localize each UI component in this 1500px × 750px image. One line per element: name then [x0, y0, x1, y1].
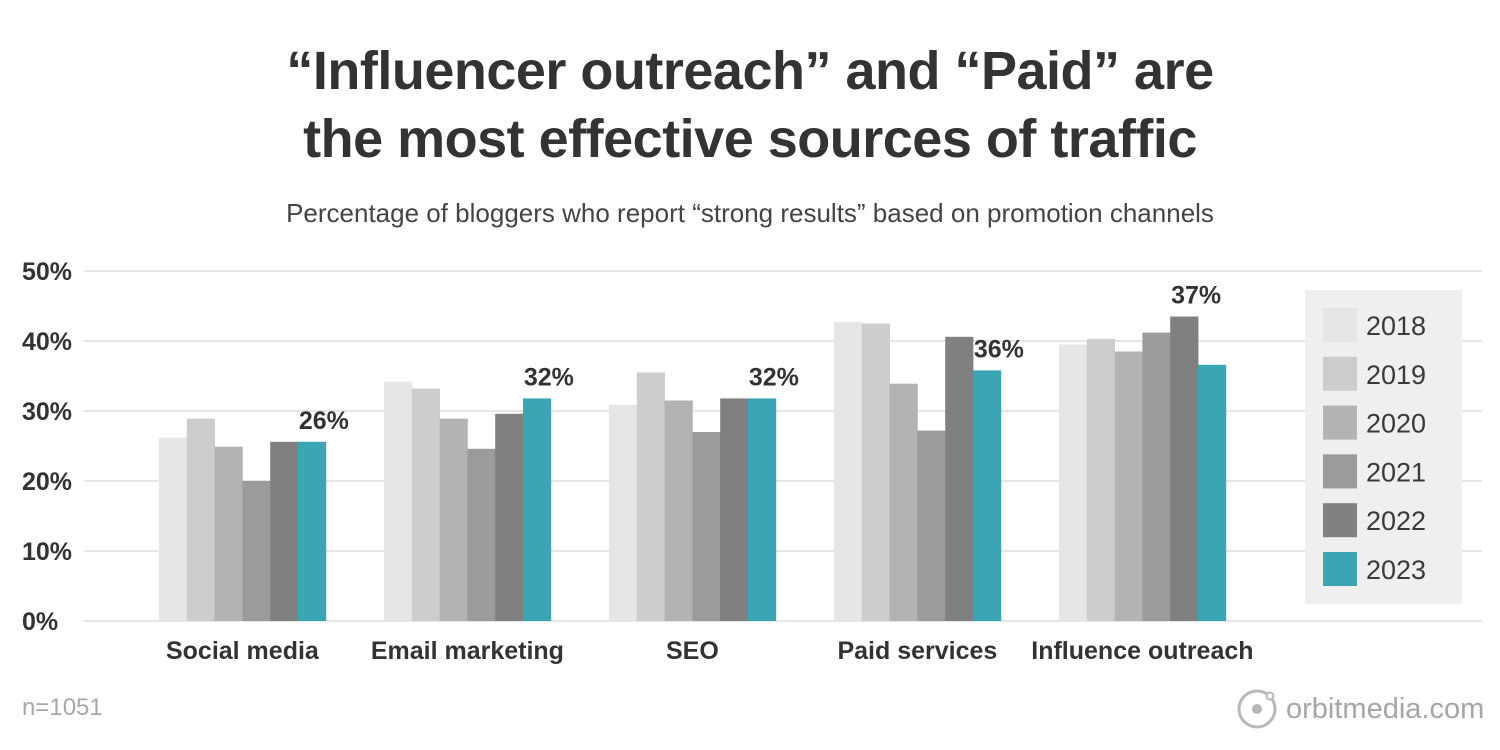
bar: [495, 413, 524, 621]
data-label: 36%: [974, 335, 1024, 363]
bar: [945, 336, 974, 621]
bar: [861, 323, 890, 621]
bar: [384, 381, 413, 621]
bar: [159, 437, 188, 621]
bar: [298, 441, 327, 621]
data-label: 26%: [299, 407, 349, 435]
data-label: 32%: [749, 363, 799, 391]
bar: [973, 370, 1002, 621]
bar: [692, 432, 721, 621]
legend-swatch: [1323, 503, 1357, 538]
y-tick-label: 0%: [22, 608, 58, 636]
x-tick-label: SEO: [666, 637, 719, 665]
bar: [720, 398, 749, 621]
y-tick-label: 30%: [22, 398, 72, 426]
bar: [889, 383, 918, 621]
bar: [214, 446, 243, 621]
bar: [1198, 364, 1227, 621]
bar: [636, 372, 665, 621]
legend-label: 2021: [1366, 457, 1426, 487]
x-tick-label: Social media: [166, 637, 320, 665]
bar: [1142, 332, 1171, 621]
legend-label: 2020: [1366, 409, 1426, 439]
brand-name: orbitmedia.com: [1286, 692, 1485, 725]
brand-watermark: orbitmedia.com: [1236, 686, 1484, 732]
orbit-logo-icon: [1237, 689, 1277, 729]
bar: [834, 322, 863, 621]
bar: [467, 448, 496, 621]
chart-title-line-2: the most effective sources of traffic: [303, 109, 1197, 169]
x-tick-label: Email marketing: [371, 637, 564, 665]
sample-size-note: n=1051: [22, 694, 103, 721]
legend-box: [1305, 290, 1462, 604]
bar: [1114, 351, 1143, 621]
bar: [609, 404, 638, 621]
chart-subtitle: Percentage of bloggers who report “stron…: [286, 198, 1214, 228]
legend-swatch: [1323, 454, 1357, 489]
bar: [439, 418, 468, 621]
legend-swatch: [1323, 356, 1357, 391]
x-tick-label: Influence outreach: [1031, 637, 1253, 665]
y-tick-label: 40%: [22, 328, 72, 356]
bar: [523, 398, 552, 621]
data-label: 37%: [1171, 282, 1221, 310]
legend-label: 2022: [1366, 506, 1426, 536]
bar: [186, 418, 215, 621]
bar: [748, 398, 777, 621]
y-tick-label: 20%: [22, 468, 72, 496]
chart-title-line-1: “Influencer outreach” and “Paid” are: [286, 41, 1214, 101]
bar: [1059, 344, 1088, 621]
y-tick-label: 50%: [22, 258, 72, 286]
y-tick-label: 10%: [22, 538, 72, 566]
legend-swatch: [1323, 308, 1357, 342]
bar: [1086, 338, 1115, 621]
bar: [917, 430, 946, 621]
legend-label: 2023: [1366, 555, 1426, 585]
legend-swatch: [1323, 405, 1357, 440]
legend-swatch: [1323, 552, 1357, 586]
data-label: 32%: [524, 363, 574, 391]
bar: [1170, 316, 1199, 621]
bar: [411, 388, 440, 621]
x-tick-label: Paid services: [837, 637, 997, 665]
legend-label: 2019: [1366, 360, 1426, 390]
bar: [242, 481, 271, 621]
bar: [270, 441, 299, 621]
bar: [664, 400, 693, 621]
legend-label: 2018: [1366, 311, 1426, 341]
